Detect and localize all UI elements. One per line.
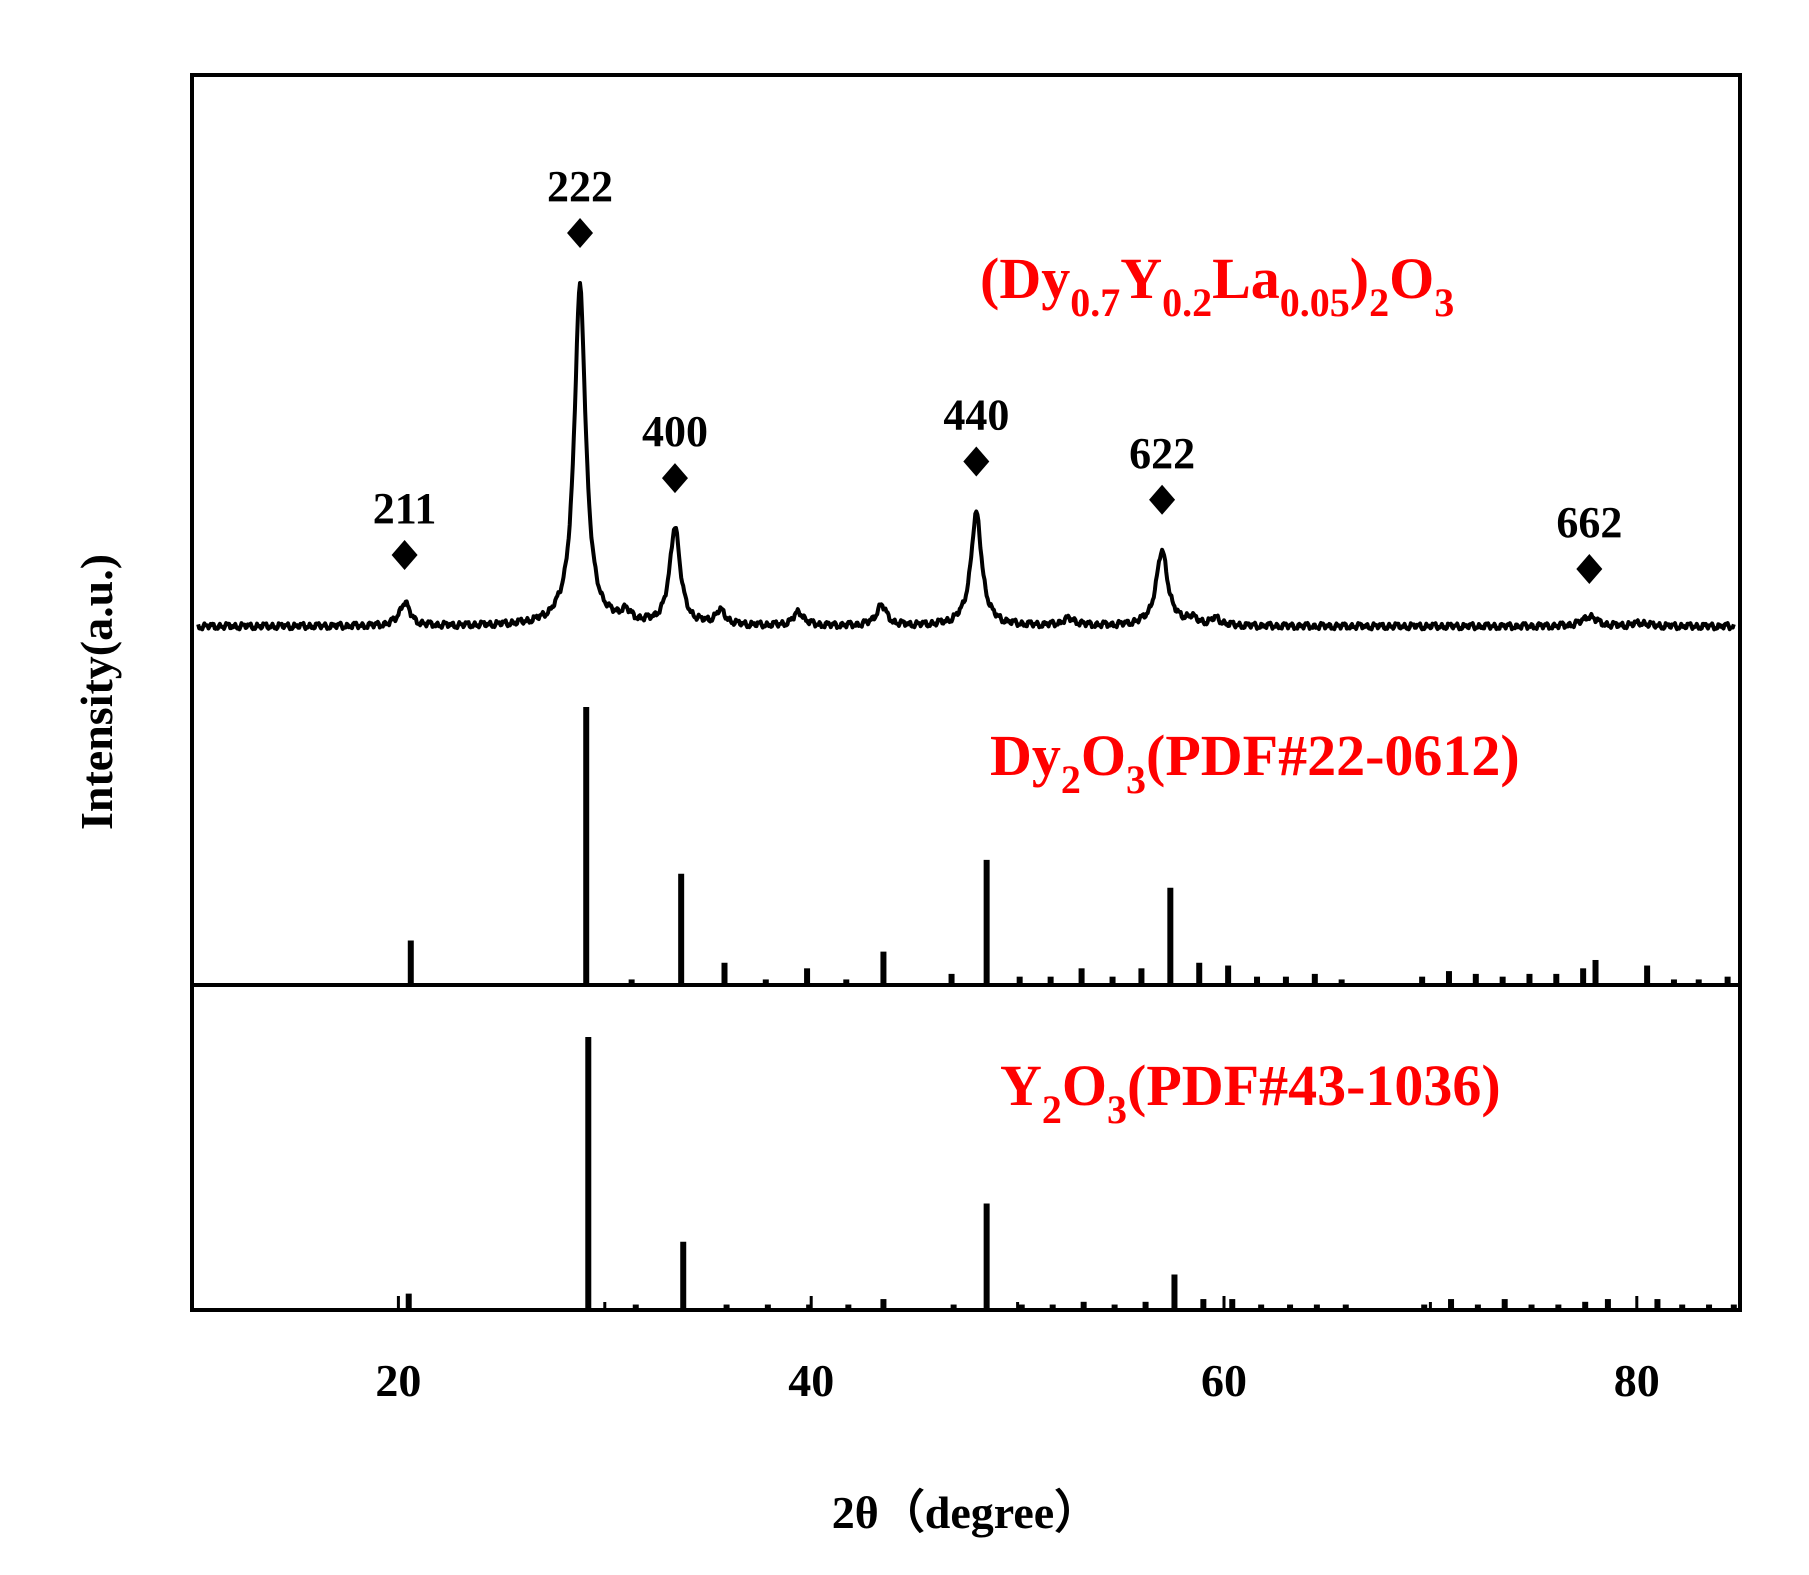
panel-label-subscript: 3 xyxy=(1434,280,1454,325)
peak-index-label: 222 xyxy=(547,162,613,211)
x-axis-label: 2θ（degree） xyxy=(832,1487,1100,1538)
panel-label-subscript: 2 xyxy=(1061,757,1081,802)
y-axis-label: Intensity(a.u.) xyxy=(71,554,122,830)
peak-marker-diamond xyxy=(1576,554,1603,585)
peak-marker-diamond xyxy=(567,217,594,248)
panel-label-text: La xyxy=(1212,246,1280,311)
panel-label: Dy2O3(PDF#22-0612) xyxy=(990,723,1520,802)
panel-label-text: Y xyxy=(1120,246,1162,311)
plot-frame xyxy=(190,73,1742,1312)
panel-label-text: O xyxy=(1081,723,1126,788)
peak-marker-diamond xyxy=(661,463,688,494)
panel-label-text: (PDF#43-1036) xyxy=(1127,1053,1501,1118)
x-tick-label: 60 xyxy=(1201,1355,1247,1406)
panel-label-subscript: 2 xyxy=(1369,280,1389,325)
panel-label-subscript: 0.7 xyxy=(1070,280,1120,325)
panel-label-text: (Dy xyxy=(980,246,1070,311)
panel-2: Y2O3(PDF#43-1036) xyxy=(405,1037,1737,1310)
panel-label-text: (PDF#22-0612) xyxy=(1146,723,1520,788)
peak-index-label: 622 xyxy=(1129,429,1195,478)
panel-label-subscript: 0.2 xyxy=(1162,280,1212,325)
peak-marker-diamond xyxy=(963,446,990,477)
panel-label-text: Y xyxy=(1000,1053,1042,1118)
panel-label-subscript: 3 xyxy=(1126,757,1146,802)
panel-label-subscript: 0.05 xyxy=(1280,280,1350,325)
panel-0: 211 222 400 440 622 662 (Dy0.7Y0.2La0.05)2O3 xyxy=(196,162,1736,632)
panel-label-text: O xyxy=(1389,246,1434,311)
peak-index-label: 400 xyxy=(642,407,708,456)
peak-marker-diamond xyxy=(1149,484,1176,515)
panel-label-subscript: 2 xyxy=(1042,1087,1062,1132)
panel-label-text: O xyxy=(1062,1053,1107,1118)
x-tick-label: 80 xyxy=(1614,1355,1660,1406)
peak-index-label: 662 xyxy=(1556,498,1622,547)
x-tick-label: 40 xyxy=(788,1355,834,1406)
xrd-pattern-line xyxy=(196,281,1736,632)
x-tick-label: 20 xyxy=(375,1355,421,1406)
panel-label-text: ) xyxy=(1350,246,1369,311)
panel-label-text: Dy xyxy=(990,723,1061,788)
peak-index-label: 211 xyxy=(373,484,437,533)
panel-label-subscript: 3 xyxy=(1107,1087,1127,1132)
panel-label: Y2O3(PDF#43-1036) xyxy=(1000,1053,1501,1132)
x-axis: 20 40 60 80 xyxy=(375,1296,1660,1406)
panel-label: (Dy0.7Y0.2La0.05)2O3 xyxy=(980,246,1454,325)
peak-index-label: 440 xyxy=(943,391,1009,440)
peak-marker-diamond xyxy=(391,539,418,570)
